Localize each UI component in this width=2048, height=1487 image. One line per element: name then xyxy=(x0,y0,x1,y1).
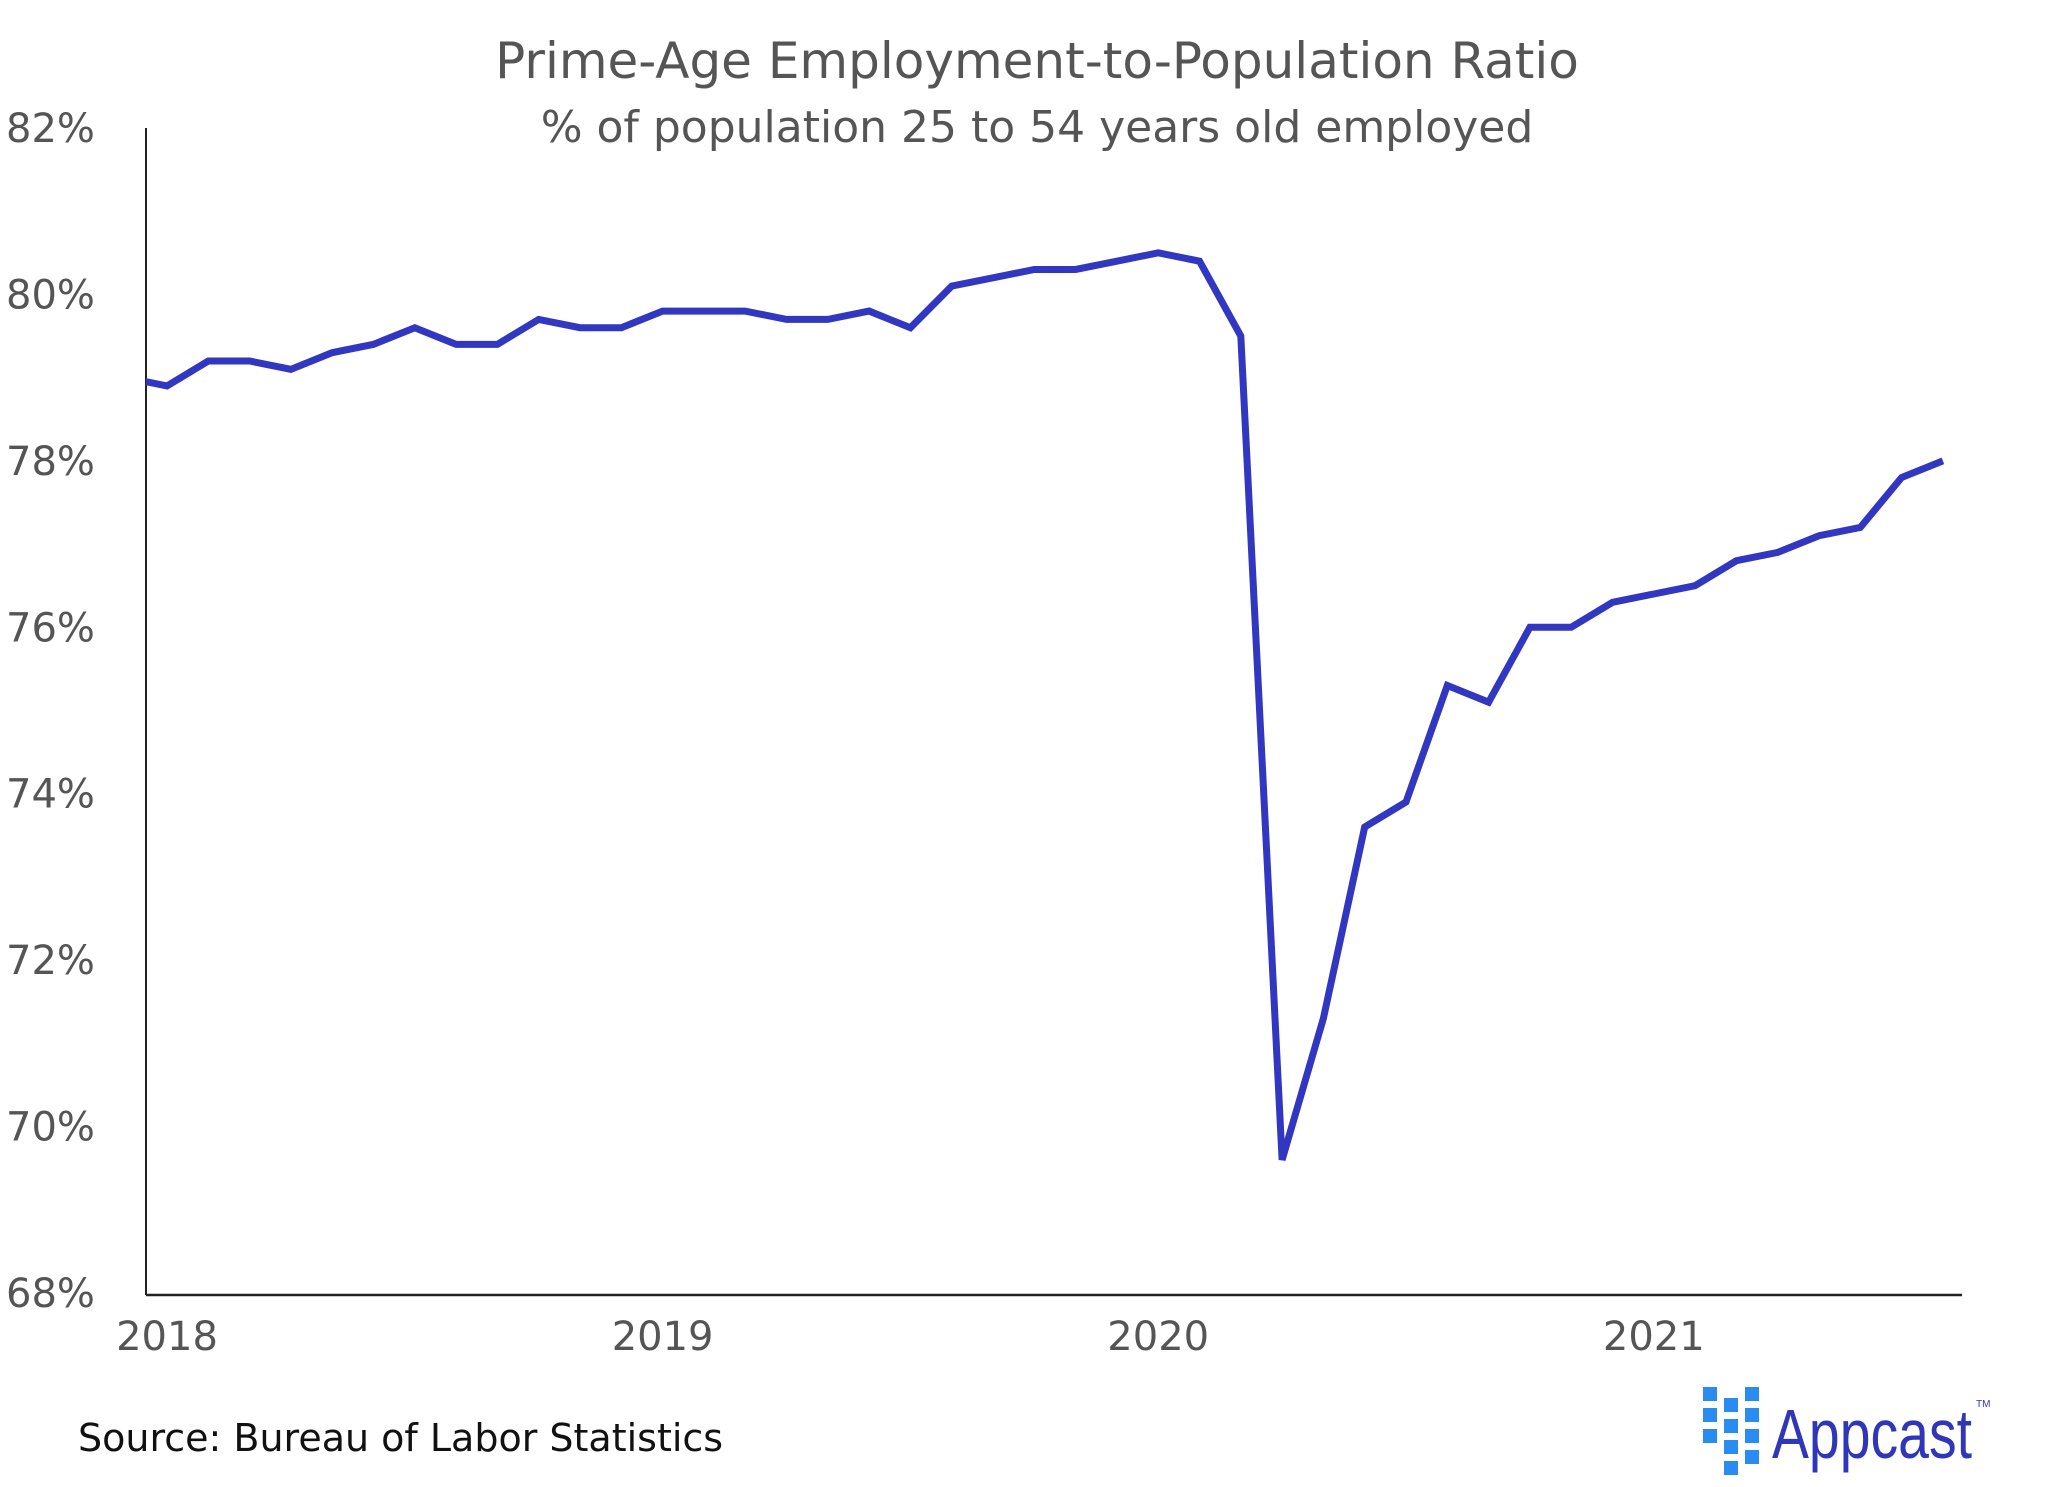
y-tick-label: 78% xyxy=(6,439,95,485)
x-tick-label: 2020 xyxy=(1107,1314,1209,1360)
logo-square xyxy=(1745,1408,1759,1422)
y-tick-label: 68% xyxy=(6,1271,95,1317)
logo-square xyxy=(1703,1387,1717,1401)
y-tick-label: 70% xyxy=(6,1105,95,1151)
logo-square xyxy=(1745,1429,1759,1443)
logo-squares-icon xyxy=(1703,1387,1759,1475)
y-tick-label: 72% xyxy=(6,938,95,984)
x-tick-label: 2018 xyxy=(116,1314,218,1360)
y-tick-label: 74% xyxy=(6,772,95,818)
logo-square xyxy=(1724,1440,1738,1454)
appcast-logo: Appcast TM xyxy=(1703,1387,1990,1475)
x-tick-label: 2019 xyxy=(612,1314,714,1360)
chart-subtitle: % of population 25 to 54 years old emplo… xyxy=(541,102,1534,153)
data-points xyxy=(166,252,1943,1160)
logo-text: Appcast xyxy=(1772,1395,1972,1473)
series-line xyxy=(146,249,1945,1161)
y-tick-label: 80% xyxy=(6,272,95,318)
logo-square xyxy=(1745,1450,1759,1464)
logo-square xyxy=(1724,1461,1738,1475)
logo-square xyxy=(1703,1429,1717,1443)
chart-title: Prime-Age Employment-to-Population Ratio xyxy=(495,32,1579,90)
source-note: Source: Bureau of Labor Statistics xyxy=(78,1416,723,1460)
logo-square xyxy=(1745,1387,1759,1401)
logo-square xyxy=(1724,1398,1738,1412)
x-axis-ticks: 2018 2019 2020 2021 xyxy=(116,1314,1705,1360)
y-axis-ticks: 68% 70% 72% 74% 76% 78% 80% 82% xyxy=(6,106,95,1317)
y-tick-label: 76% xyxy=(6,605,95,651)
logo-square xyxy=(1703,1408,1717,1422)
logo-trademark: TM xyxy=(1976,1399,1990,1410)
x-tick-label: 2021 xyxy=(1603,1314,1705,1360)
y-tick-label: 82% xyxy=(6,106,95,152)
logo-square xyxy=(1724,1419,1738,1433)
